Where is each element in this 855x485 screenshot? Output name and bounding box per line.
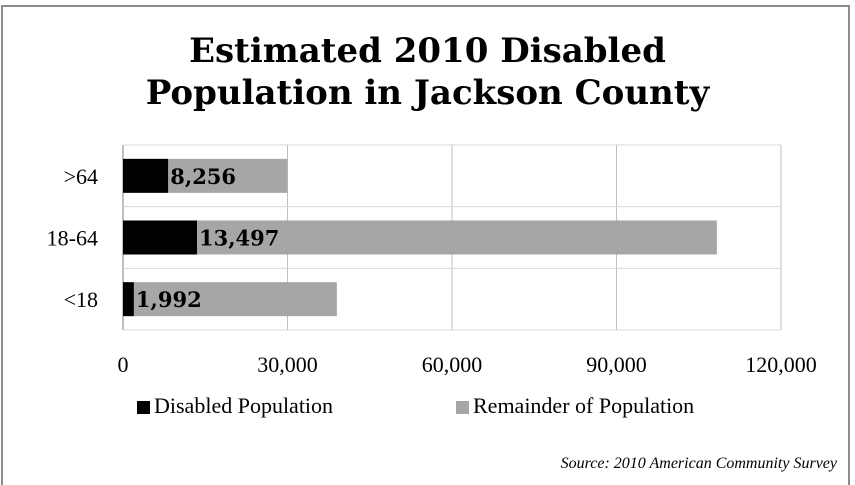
bar-disabled	[123, 220, 198, 255]
bar-remainder	[133, 282, 337, 317]
legend-label: Remainder of Population	[473, 393, 694, 418]
x-tick-label: 120,000	[745, 352, 817, 377]
bar-remainder	[197, 220, 717, 255]
category-label: >64	[64, 164, 98, 189]
legend-swatch-remainder	[456, 401, 469, 414]
chart-title-line-2: Population in Jackson County	[145, 73, 710, 113]
x-tick-label: 90,000	[586, 352, 647, 377]
x-tick-label: 30,000	[257, 352, 318, 377]
source-note: Source: 2010 American Community Survey	[560, 455, 837, 472]
x-tick-label: 0	[118, 352, 129, 377]
category-label: <18	[64, 287, 98, 312]
category-label: 18-64	[47, 226, 98, 251]
data-label: 13,497	[199, 226, 279, 251]
legend-swatch-disabled	[137, 401, 150, 414]
legend-label: Disabled Population	[154, 393, 333, 418]
chart-title-line-1: Estimated 2010 Disabled	[189, 31, 666, 71]
chart-title: Estimated 2010 Disabled Population in Ja…	[0, 30, 855, 114]
data-label: 1,992	[136, 287, 202, 312]
chart-frame	[1, 5, 850, 485]
bar-disabled	[123, 158, 169, 193]
bar-disabled	[123, 282, 134, 317]
x-tick-label: 60,000	[422, 352, 483, 377]
bar-remainder	[168, 158, 288, 193]
data-label: 8,256	[170, 164, 236, 189]
